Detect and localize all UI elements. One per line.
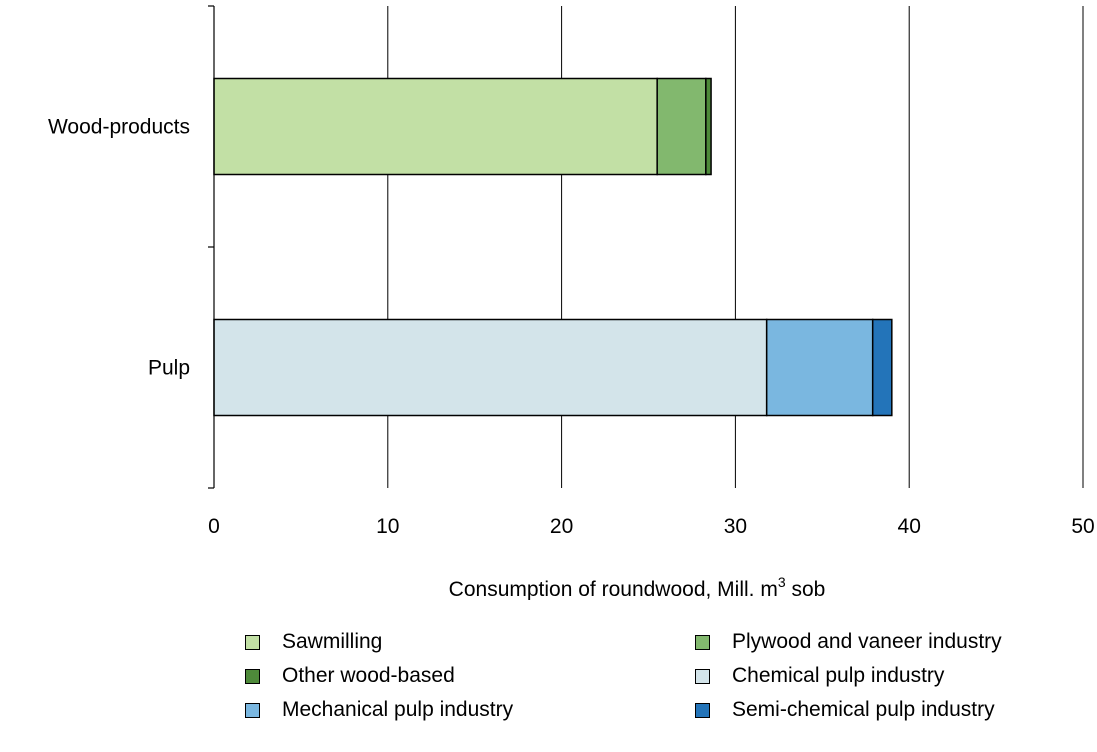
- bar-segment: [705, 77, 712, 176]
- x-tick-label: 30: [724, 515, 747, 538]
- axes: 0 10 20 30 40 50 Wood-products Pulp: [48, 5, 1095, 538]
- legend-swatch: [245, 702, 260, 718]
- legend-swatch: [695, 668, 710, 684]
- x-tick-label: 50: [1071, 515, 1094, 538]
- legend-label: Chemical pulp industry: [732, 664, 945, 687]
- x-tick-label: 20: [550, 515, 573, 538]
- legend-item: Plywood and vaneer industry: [695, 628, 1085, 656]
- bar-segment: [871, 318, 893, 417]
- bar-chart: 0 10 20 30 40 50 Wood-products Pulp Consumption…: [48, 5, 1095, 600]
- bar-segment: [656, 77, 707, 176]
- x-tick-label: 0: [208, 515, 220, 538]
- legend-swatch: [245, 634, 260, 650]
- legend-item: Semi-chemical pulp industry: [695, 696, 1085, 724]
- legend-item: Chemical pulp industry: [695, 662, 1085, 690]
- legend-label: Semi-chemical pulp industry: [732, 698, 995, 721]
- legend-label: Plywood and vaneer industry: [732, 630, 1002, 653]
- bars: [213, 77, 893, 417]
- legend-swatch: [245, 668, 260, 684]
- legend: Sawmilling Plywood and vaneer industry Oth…: [245, 628, 1085, 724]
- legend-item: Other wood-based: [245, 662, 695, 690]
- y-category-label: Pulp: [148, 357, 190, 380]
- legend-label: Other wood-based: [282, 664, 455, 687]
- legend-item: Sawmilling: [245, 628, 695, 656]
- legend-label: Mechanical pulp industry: [282, 698, 514, 721]
- x-axis-label-sup: 3: [778, 574, 786, 590]
- x-tick-label: 10: [376, 515, 399, 538]
- x-axis-label-text: Consumption of roundwood, Mill. m: [449, 578, 778, 600]
- bar-segment: [765, 318, 874, 417]
- bar-segment: [213, 77, 658, 176]
- x-axis-label: Consumption of roundwood, Mill. m3 sob: [449, 574, 826, 600]
- legend-swatch: [695, 702, 710, 718]
- bar-segment: [213, 318, 768, 417]
- y-category-label: Wood-products: [48, 116, 190, 139]
- legend-label: Sawmilling: [282, 630, 383, 653]
- legend-swatch: [695, 634, 710, 650]
- x-tick-label: 40: [898, 515, 921, 538]
- x-axis-label-suffix: sob: [786, 578, 826, 600]
- legend-item: Mechanical pulp industry: [245, 696, 695, 724]
